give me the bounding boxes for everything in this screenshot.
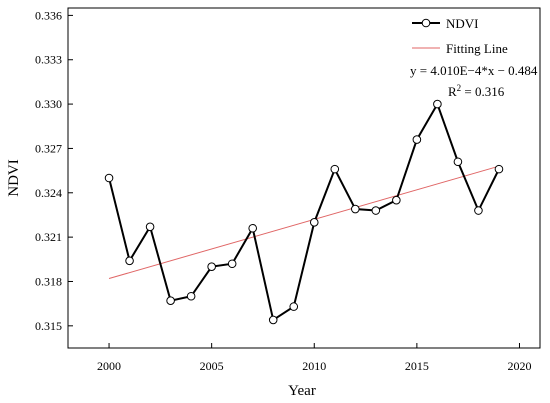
ndvi-point — [330, 164, 340, 174]
ndvi-point — [248, 223, 257, 233]
y-tick-label: 0.327 — [35, 141, 62, 155]
y-tick-label: 0.318 — [35, 274, 62, 288]
ndvi-point — [104, 173, 114, 183]
ndvi-point — [186, 291, 196, 301]
ndvi-point — [145, 222, 155, 232]
ndvi-point — [309, 218, 319, 227]
ndvi-point — [371, 206, 381, 215]
fitting-line — [108, 165, 500, 280]
r-squared-value: = 0.316 — [461, 84, 505, 99]
ndvi-point — [289, 302, 299, 311]
legend-ndvi-marker — [421, 18, 431, 28]
y-tick-label: 0.333 — [35, 53, 62, 67]
y-tick-label: 0.315 — [35, 319, 62, 333]
ndvi-point — [494, 164, 504, 174]
x-tick-label: 2020 — [507, 359, 531, 373]
x-tick-label: 2000 — [97, 359, 121, 373]
ndvi-point — [433, 99, 442, 109]
y-tick-label: 0.324 — [35, 186, 62, 200]
y-axis-label: NDVI — [6, 159, 22, 197]
x-tick-label: 2010 — [302, 359, 326, 373]
r-squared: R2 = 0.316 — [448, 83, 505, 99]
ndvi-point — [166, 296, 175, 305]
y-axis-ticks: 0.315 0.318 0.321 0.324 0.327 0.330 0.333 0.336 — [35, 8, 73, 333]
ndvi-point — [392, 195, 401, 205]
x-axis-ticks: 2000 2005 2010 2015 2020 — [97, 343, 531, 373]
plot-frame — [67, 7, 541, 349]
legend-fit-label: Fitting Line — [446, 41, 508, 56]
r-squared-prefix: R — [448, 84, 457, 99]
ndvi-point — [207, 262, 216, 271]
ndvi-point — [125, 256, 134, 266]
x-axis-label: Year — [288, 383, 316, 399]
ndvi-point — [268, 315, 278, 325]
ndvi-series-points — [104, 99, 504, 325]
ndvi-point — [474, 206, 483, 215]
ndvi-point — [412, 135, 422, 144]
ndvi-point — [351, 204, 360, 214]
ndvi-series-line — [108, 101, 500, 322]
y-tick-label: 0.330 — [35, 97, 62, 111]
regression-equation: y = 4.010E−4*x − 0.484 — [410, 63, 538, 78]
ndvi-point — [453, 157, 463, 167]
legend: NDVI Fitting Line y = 4.010E−4*x − 0.484… — [410, 16, 538, 99]
ndvi-point — [227, 259, 237, 269]
x-tick-label: 2005 — [200, 359, 224, 373]
x-tick-label: 2015 — [405, 359, 429, 373]
y-tick-label: 0.321 — [35, 230, 62, 244]
y-tick-label: 0.336 — [35, 8, 62, 22]
r-squared-superscript: 2 — [457, 83, 462, 93]
legend-ndvi-label: NDVI — [446, 16, 479, 31]
